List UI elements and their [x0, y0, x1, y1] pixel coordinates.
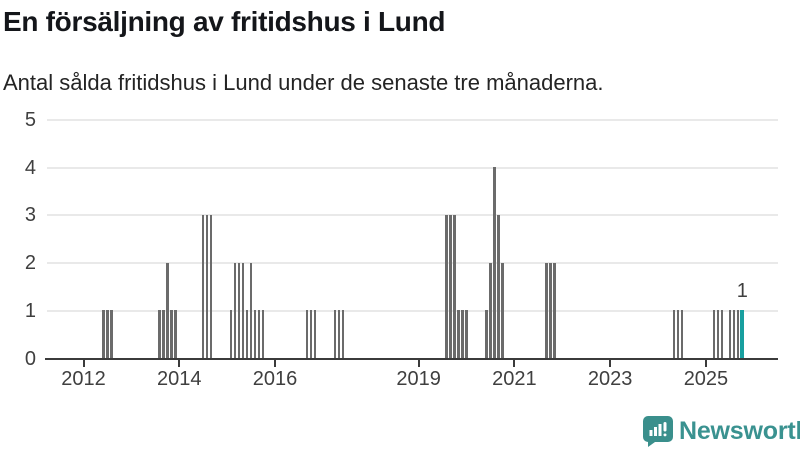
- bar: [241, 262, 245, 358]
- newsworthy-speech-bubble-chart-icon: [643, 416, 673, 447]
- bar: [501, 262, 504, 358]
- bar: [457, 310, 460, 358]
- bar: [253, 310, 257, 358]
- bar: [728, 310, 732, 358]
- bar-value-label: 1: [736, 279, 748, 302]
- x-axis-label: 2025: [683, 368, 729, 390]
- newsworthy-logo[interactable]: Newsworthy: [643, 416, 800, 447]
- bar: [237, 262, 241, 358]
- y-gridline: [47, 262, 778, 265]
- bar: [205, 214, 209, 358]
- chart-subtitle: Antal sålda fritidshus i Lund under de s…: [3, 70, 604, 95]
- bar: [453, 214, 456, 358]
- bar: [110, 310, 113, 358]
- bar: [672, 310, 676, 358]
- bar: [169, 310, 173, 358]
- bar: [553, 262, 556, 358]
- bar: [732, 310, 736, 358]
- y-axis-label: 2: [24, 252, 36, 275]
- y-axis-label: 3: [24, 204, 36, 227]
- y-axis-label: 1: [24, 299, 36, 322]
- y-gridline: [47, 166, 778, 169]
- x-axis-tick: [704, 360, 707, 367]
- x-axis-tick: [178, 360, 181, 367]
- bar: [162, 310, 165, 358]
- bar: [245, 310, 249, 358]
- bar: [257, 310, 261, 358]
- bar: [712, 310, 716, 358]
- bar: [333, 310, 337, 358]
- bar: [445, 214, 448, 358]
- bar: [305, 310, 309, 358]
- bar: [209, 214, 213, 358]
- bar: [309, 310, 313, 358]
- x-axis-line: [45, 357, 778, 360]
- bar: [102, 310, 105, 358]
- x-axis-tick: [513, 360, 516, 367]
- bar: [720, 310, 724, 358]
- bar: [233, 262, 237, 358]
- x-axis-label: 2021: [492, 368, 537, 390]
- bar: [106, 310, 109, 358]
- bar-highlighted: [739, 310, 745, 358]
- bar: [676, 310, 680, 358]
- y-axis-label: 5: [24, 109, 36, 131]
- bar: [229, 310, 233, 358]
- bar: [449, 214, 452, 358]
- bar: [201, 214, 205, 358]
- bar: [261, 310, 265, 358]
- x-axis-tick: [609, 360, 612, 367]
- x-axis-tick: [82, 360, 85, 367]
- bar: [461, 310, 464, 358]
- bar: [337, 310, 341, 358]
- bar: [465, 310, 468, 358]
- bar: [549, 262, 552, 358]
- bar: [680, 310, 684, 358]
- y-axis-label: 0: [24, 347, 36, 370]
- y-gridline: [47, 309, 778, 312]
- bar: [497, 214, 500, 358]
- x-axis-tick: [417, 360, 420, 367]
- bar: [158, 310, 161, 358]
- bar: [173, 310, 177, 358]
- bar: [545, 262, 548, 358]
- bar: [716, 310, 720, 358]
- x-axis-label: 2012: [61, 368, 106, 390]
- x-axis-tick: [274, 360, 277, 367]
- bar: [165, 262, 169, 358]
- chart-title: En försäljning av fritidshus i Lund: [3, 6, 446, 37]
- bar: [489, 262, 492, 358]
- x-axis-label: 2023: [587, 368, 633, 390]
- x-axis-label: 2019: [396, 368, 441, 390]
- y-gridline: [47, 214, 778, 217]
- y-axis-label: 4: [24, 156, 36, 179]
- bar: [736, 310, 740, 358]
- bar: [485, 310, 488, 358]
- x-axis-label: 2016: [252, 368, 298, 390]
- bar: [313, 310, 317, 358]
- x-axis-label: 2014: [157, 368, 202, 390]
- bar: [341, 310, 345, 358]
- newsworthy-wordmark: Newsworthy: [679, 417, 800, 445]
- bar: [249, 262, 253, 358]
- bar: [493, 167, 496, 358]
- y-gridline: [47, 119, 778, 121]
